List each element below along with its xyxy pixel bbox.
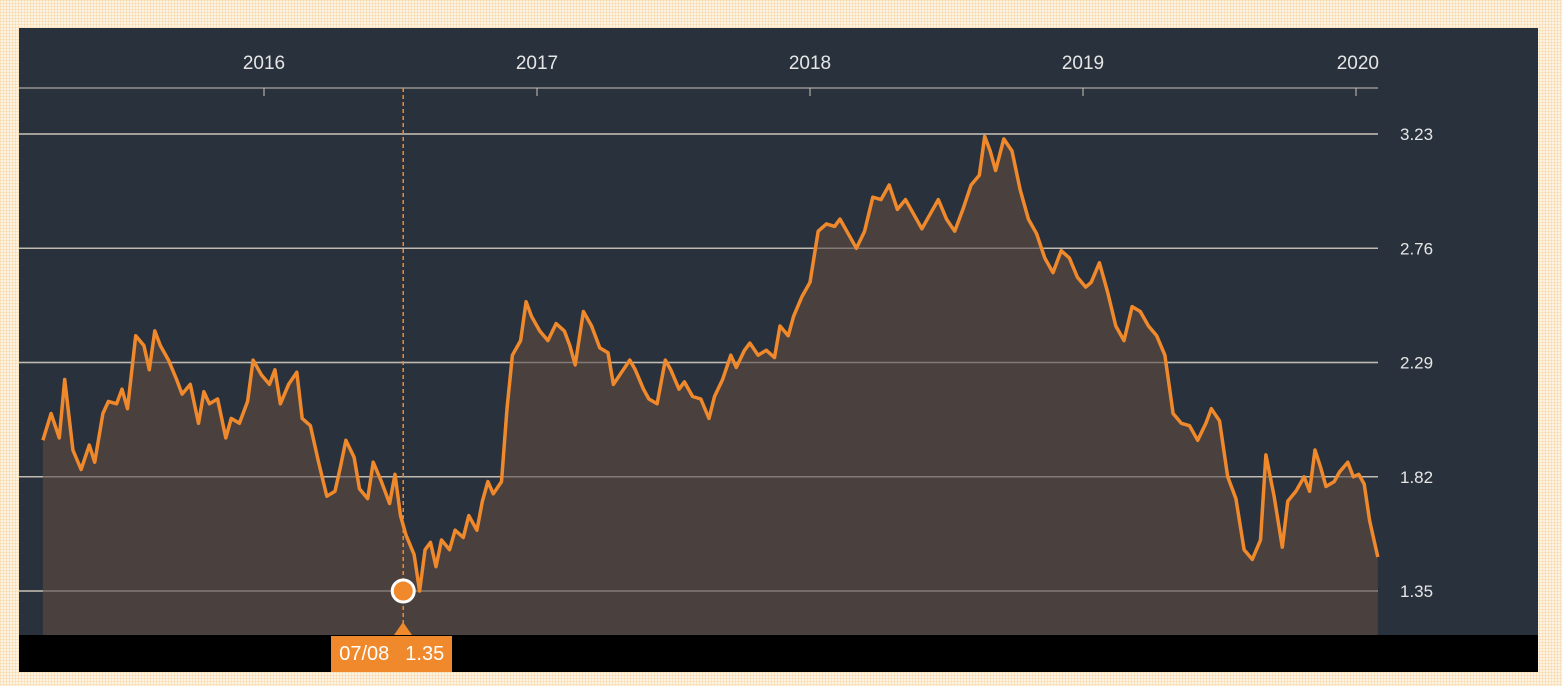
tooltip-date: 07/08 (339, 643, 390, 665)
area-chart: 2016 2017 2018 2019 2020 1.35 1.82 2.29 2.76 3.2… (19, 53, 1433, 635)
x-tick-label-2016: 2016 (243, 53, 285, 74)
y-tick-label-2.76: 2.76 (1400, 239, 1433, 258)
y-tick-label-1.82: 1.82 (1400, 468, 1433, 487)
tooltip-value: 1.35 (405, 643, 445, 665)
series-line (41, 134, 1380, 593)
x-axis: 2016 2017 2018 2019 2020 (243, 53, 1379, 96)
x-tick-label-2020: 2020 (1337, 53, 1379, 74)
y-tick-label-3.23: 3.23 (1400, 125, 1433, 144)
date-axis-bar (19, 635, 1538, 672)
area-fill (42, 136, 1378, 635)
tooltip-pointer (394, 622, 413, 635)
gridlines-overlay (19, 133, 1378, 592)
highlight-point[interactable] (390, 578, 416, 604)
y-tick-label-1.35: 1.35 (1400, 582, 1433, 601)
x-tick-label-2019: 2019 (1062, 53, 1104, 74)
x-tick-label-2018: 2018 (789, 53, 831, 74)
x-tick-label-2017: 2017 (516, 53, 558, 74)
tooltip-tag: 07/08 1.35 (331, 636, 453, 672)
y-tick-label-2.29: 2.29 (1400, 354, 1433, 373)
chart-panel: 2016 2017 2018 2019 2020 1.35 1.82 2.29 2.76 3.2… (19, 28, 1538, 672)
y-axis: 1.35 1.82 2.29 2.76 3.23 (1400, 125, 1433, 601)
